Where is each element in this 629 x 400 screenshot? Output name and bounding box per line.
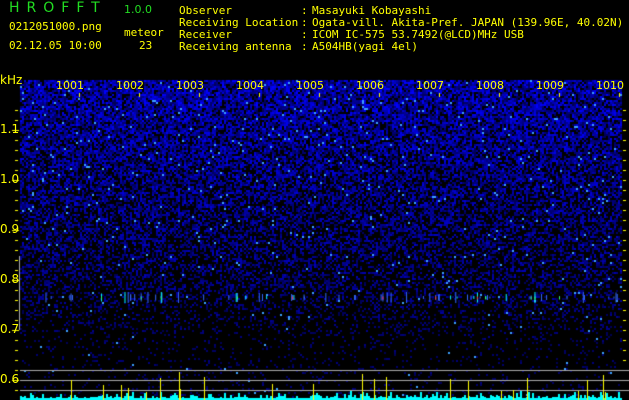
meteor-label: meteor [124, 26, 164, 39]
info-receiver-label: Receiver [179, 28, 232, 41]
y-tick-label: 1.1 [0, 122, 20, 136]
version-label: 1.0.0 [124, 3, 152, 16]
x-tick-label: 1009 [536, 79, 564, 92]
info-antenna-label: Receiving antenna [179, 40, 292, 53]
info-antenna-value: A504HB(yagi 4el) [312, 40, 418, 53]
y-tick-label: 0.9 [0, 222, 20, 236]
info-receiver-value: ICOM IC-575 53.7492(@LCD)MHz USB [312, 28, 524, 41]
info-location-value: Ogata-vill. Akita-Pref. JAPAN (139.96E, … [312, 16, 624, 29]
y-tick-label: 0.7 [0, 322, 20, 336]
x-tick-label: 1007 [416, 79, 444, 92]
meteor-count: 23 [139, 39, 153, 52]
info-observer-value: Masayuki Kobayashi [312, 4, 432, 17]
x-tick-label: 1002 [116, 79, 144, 92]
x-tick-label: 1010 [596, 79, 624, 92]
filename-label: 0212051000.png [9, 20, 102, 33]
x-tick-label: 1004 [236, 79, 264, 92]
x-tick-label: 1006 [356, 79, 384, 92]
info-observer-label: Observer [179, 4, 232, 17]
colon: : [301, 40, 308, 53]
app-title: HROFFT [9, 0, 107, 16]
x-tick-label: 1003 [176, 79, 204, 92]
x-tick-label: 1005 [296, 79, 324, 92]
colon: : [301, 4, 308, 17]
x-tick-label: 1008 [476, 79, 504, 92]
colon: : [301, 16, 308, 29]
x-tick-label: 1001 [56, 79, 84, 92]
colon: : [301, 28, 308, 41]
y-axis-unit: kHz [0, 73, 23, 87]
y-tick-label: 1.0 [0, 172, 20, 186]
y-tick-label: 0.6 [0, 372, 20, 386]
datetime-label: 02.12.05 10:00 [9, 39, 102, 52]
info-location-label: Receiving Location [179, 16, 299, 29]
y-tick-label: 0.8 [0, 272, 20, 286]
